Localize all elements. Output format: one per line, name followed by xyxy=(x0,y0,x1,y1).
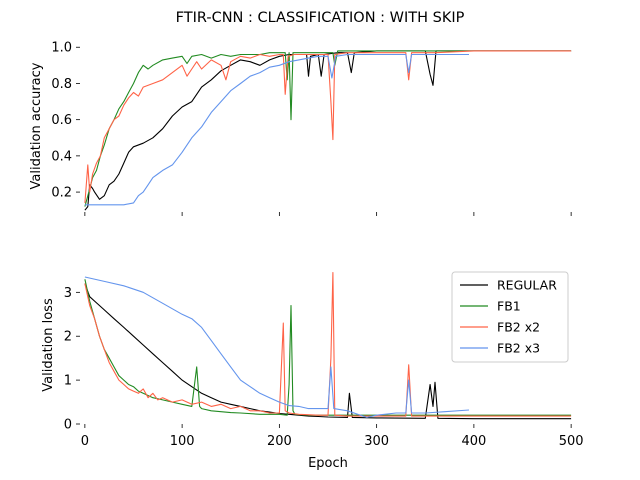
loss-panel: 0 1 2 3 0 100 200 300 400 500 Validation loss Ep… xyxy=(41,272,584,471)
accuracy-y-tick-label: 0.2 xyxy=(51,186,72,201)
loss-x-tick-label: 500 xyxy=(559,434,584,449)
loss-series-fb2-x3 xyxy=(84,276,470,418)
loss-y-tick-label: 2 xyxy=(64,330,72,345)
accuracy-plot-area xyxy=(84,50,572,211)
figure-title: FTIR-CNN : CLASSIFICATION : WITH SKIP xyxy=(176,10,465,26)
accuracy-y-tick-label: 0.4 xyxy=(51,149,72,164)
accuracy-y-axis-label: Validation accuracy xyxy=(29,62,44,189)
loss-x-axis-label: Epoch xyxy=(308,456,348,471)
loss-y-axis-label: Validation loss xyxy=(41,298,56,392)
legend: REGULAR FB1 FB2 x2 FB2 x3 xyxy=(451,271,569,363)
legend-label-regular: REGULAR xyxy=(497,278,557,293)
accuracy-x-axis xyxy=(84,212,572,216)
accuracy-panel: 0.2 0.4 0.6 0.8 1.0 Validation accuracy xyxy=(29,41,572,216)
legend-label-fb1: FB1 xyxy=(497,299,521,314)
loss-x-axis: 0 100 200 300 400 500 xyxy=(81,424,584,449)
accuracy-y-tick-label: 0.6 xyxy=(51,113,72,128)
loss-y-tick-label: 1 xyxy=(64,374,72,389)
loss-x-tick-label: 200 xyxy=(267,434,292,449)
loss-x-tick-label: 400 xyxy=(461,434,486,449)
legend-frame xyxy=(451,271,569,363)
accuracy-series-fb2-x3 xyxy=(84,53,469,206)
loss-x-tick-label: 100 xyxy=(170,434,195,449)
accuracy-y-tick-label: 1.0 xyxy=(51,41,72,56)
loss-plot-area xyxy=(84,272,572,420)
loss-y-axis: 0 1 2 3 xyxy=(64,286,80,433)
legend-label-fb2-x3: FB2 x3 xyxy=(497,341,540,356)
legend-label-fb2-x2: FB2 x2 xyxy=(497,320,540,335)
accuracy-y-tick-label: 0.8 xyxy=(51,77,72,92)
loss-y-tick-label: 0 xyxy=(64,418,72,433)
loss-x-tick-label: 300 xyxy=(364,434,389,449)
loss-series-fb2-x2 xyxy=(84,272,572,417)
accuracy-series-fb2-x2 xyxy=(84,50,572,203)
loss-series-regular xyxy=(84,283,572,420)
loss-x-tick-label: 0 xyxy=(81,434,89,449)
loss-y-tick-label: 3 xyxy=(64,286,72,301)
accuracy-y-axis: 0.2 0.4 0.6 0.8 1.0 xyxy=(51,41,80,201)
loss-series-fb1 xyxy=(84,279,572,416)
